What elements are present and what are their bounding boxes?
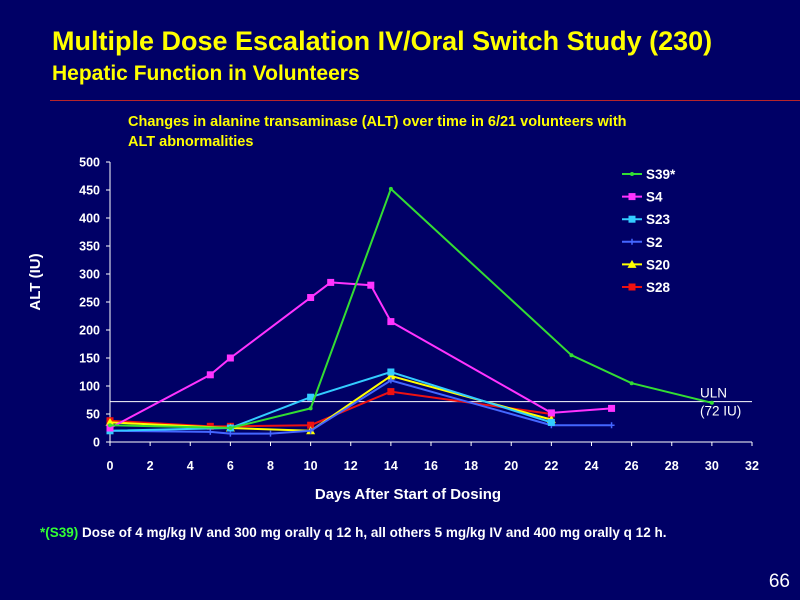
data-point <box>367 281 375 289</box>
legend-label: S23 <box>646 212 671 227</box>
title-divider <box>50 100 800 101</box>
y-tick-label: 400 <box>79 212 100 226</box>
legend-label: S39* <box>646 167 676 182</box>
data-point <box>226 354 234 362</box>
y-tick-label: 250 <box>79 296 100 310</box>
series-line <box>109 187 713 430</box>
series-line <box>109 379 612 435</box>
y-tick-label: 300 <box>79 268 100 282</box>
legend-label: S28 <box>646 280 671 295</box>
chart-legend: S39* S4 S23 S2 S20 S28 <box>622 167 676 295</box>
data-point <box>608 404 616 412</box>
series-s4 <box>106 278 616 432</box>
slide-subtitle: Hepatic Function in Volunteers <box>52 62 360 85</box>
footnote-reference: *(S39) <box>40 525 79 540</box>
uln-reference: ULN (72 IU) <box>110 386 752 419</box>
x-tick-label: 28 <box>665 459 679 473</box>
series-line <box>109 390 552 428</box>
x-tick-label: 4 <box>187 459 194 473</box>
legend-marker <box>628 215 636 223</box>
y-axis-label: ALT (IU) <box>27 253 44 310</box>
uln-label: ULN <box>700 386 727 401</box>
x-tick-label: 32 <box>745 459 759 473</box>
x-tick-label: 16 <box>424 459 438 473</box>
chart-series <box>105 186 714 437</box>
data-point <box>547 409 555 417</box>
series-line <box>109 281 612 429</box>
x-tick-label: 22 <box>544 459 558 473</box>
data-point <box>387 377 394 384</box>
uln-value-label: (72 IU) <box>700 404 741 419</box>
data-point <box>307 421 315 429</box>
x-tick-label: 14 <box>384 459 398 473</box>
data-point <box>608 422 615 429</box>
data-point <box>307 427 314 434</box>
data-point <box>108 423 112 428</box>
x-tick-label: 6 <box>227 459 234 473</box>
legend-marker <box>628 283 636 291</box>
data-point <box>105 417 115 426</box>
data-point <box>387 318 395 326</box>
data-point <box>308 406 313 411</box>
data-point <box>106 424 114 432</box>
x-tick-label: 8 <box>267 459 274 473</box>
x-tick-label: 30 <box>705 459 719 473</box>
y-tick-label: 50 <box>86 408 100 422</box>
y-tick-label: 450 <box>79 184 100 198</box>
data-point <box>387 388 395 396</box>
data-point <box>228 426 233 430</box>
y-tick-label: 200 <box>79 324 100 338</box>
data-point <box>307 294 315 302</box>
legend-marker <box>630 172 634 176</box>
legend-marker <box>628 193 636 201</box>
legend-label: S4 <box>646 190 663 205</box>
data-point <box>569 353 574 358</box>
x-tick-label: 26 <box>625 459 639 473</box>
page-number: 66 <box>768 571 790 592</box>
data-point <box>629 381 634 386</box>
data-point <box>267 430 274 437</box>
footnote-text: Dose of 4 mg/kg IV and 300 mg orally q 1… <box>78 525 667 540</box>
x-tick-label: 2 <box>147 459 154 473</box>
data-point <box>387 368 395 376</box>
y-tick-label: 500 <box>79 156 100 170</box>
slide-title: Multiple Dose Escalation IV/Oral Switch … <box>52 26 713 56</box>
legend-label: S2 <box>646 235 663 250</box>
data-point <box>307 393 315 401</box>
data-point <box>227 430 234 437</box>
x-tick-label: 0 <box>107 459 114 473</box>
footnote: *(S39) Dose of 4 mg/kg IV and 300 mg ora… <box>40 525 666 540</box>
y-tick-label: 350 <box>79 240 100 254</box>
y-tick-label: 0 <box>93 436 100 450</box>
data-point <box>327 278 335 286</box>
data-point <box>547 418 555 426</box>
chart-title: Changes in alanine transaminase (ALT) ov… <box>128 114 627 150</box>
x-tick-label: 12 <box>344 459 358 473</box>
series-line <box>109 374 552 432</box>
legend-marker <box>627 259 637 268</box>
data-point <box>388 186 393 191</box>
y-tick-label: 100 <box>79 380 100 394</box>
x-tick-label: 18 <box>464 459 478 473</box>
x-axis-label: Days After Start of Dosing <box>315 486 501 503</box>
data-point <box>709 400 714 405</box>
data-point <box>207 428 214 435</box>
y-tick-label: 150 <box>79 352 100 366</box>
x-tick-label: 24 <box>585 459 599 473</box>
series-s39 <box>108 186 714 430</box>
x-tick-label: 10 <box>304 459 318 473</box>
legend-label: S20 <box>646 257 670 272</box>
legend-marker <box>629 238 635 245</box>
x-tick-label: 20 <box>504 459 518 473</box>
data-point <box>206 371 214 379</box>
